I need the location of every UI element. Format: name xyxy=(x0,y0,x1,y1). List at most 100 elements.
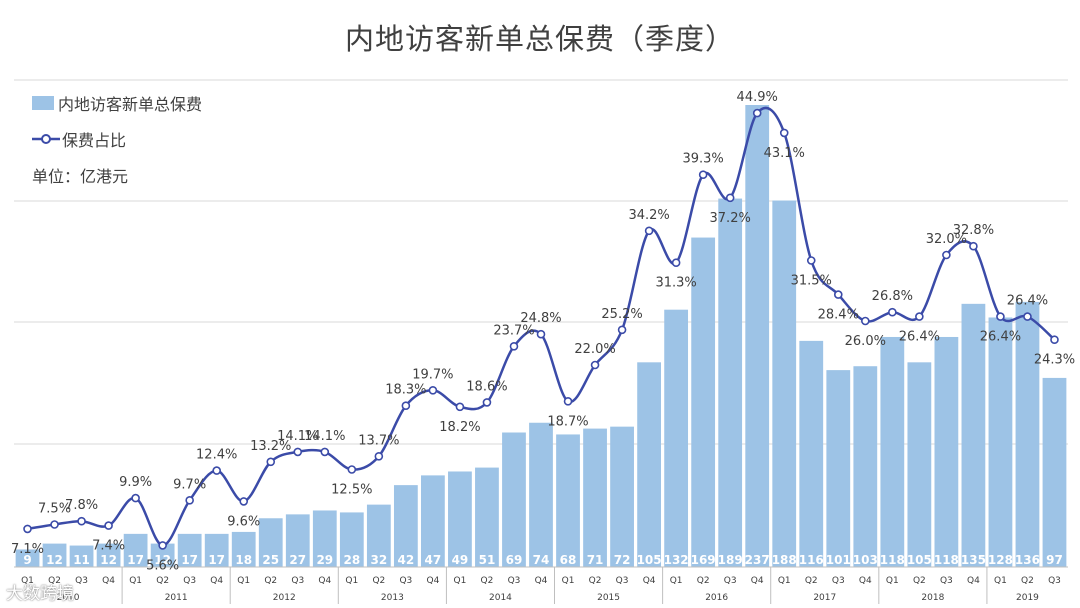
line-point xyxy=(888,307,897,317)
bar xyxy=(934,336,959,567)
bar-value-label: 237 xyxy=(745,553,770,567)
line-point xyxy=(374,451,384,461)
bar-value-label: 17 xyxy=(127,553,144,567)
line-point xyxy=(428,385,438,395)
line-point xyxy=(293,447,303,457)
bar xyxy=(339,512,364,567)
x-tick-quarter: Q1 xyxy=(670,576,683,586)
bar xyxy=(1042,377,1067,567)
line-point xyxy=(536,329,546,339)
bar xyxy=(366,504,391,567)
legend-item-bar: 内地访客新单总保费 xyxy=(32,90,202,116)
bar-value-label: 28 xyxy=(343,553,360,567)
line-point xyxy=(401,401,411,411)
line-value-label: 18.6% xyxy=(466,379,507,394)
bar-value-label: 105 xyxy=(637,553,662,567)
watermark-text: 大数跨境 xyxy=(6,584,74,604)
bar xyxy=(421,475,445,567)
bar xyxy=(664,309,689,567)
x-tick-quarter: Q3 xyxy=(399,576,412,586)
line-point xyxy=(806,256,816,265)
line-point xyxy=(482,398,492,407)
line-point xyxy=(617,325,627,335)
line-point xyxy=(131,493,140,503)
bar-value-label: 189 xyxy=(718,553,743,567)
bar xyxy=(907,362,932,567)
line-value-label: 18.2% xyxy=(439,420,480,435)
line-point xyxy=(563,396,573,406)
bar xyxy=(123,533,148,567)
bar-value-label: 103 xyxy=(853,553,878,567)
bar xyxy=(637,362,661,567)
line-point xyxy=(212,466,221,475)
line-value-label: 25.2% xyxy=(601,307,642,322)
x-tick-quarter: Q2 xyxy=(589,576,602,586)
x-tick-quarter: Q2 xyxy=(481,576,494,586)
bar xyxy=(691,237,716,568)
line-point xyxy=(915,312,924,321)
line-point xyxy=(104,521,113,530)
x-tick-quarter: Q1 xyxy=(562,576,575,586)
x-tick-year: 2018 xyxy=(921,593,944,603)
x-tick-quarter: Q1 xyxy=(237,576,250,586)
line-point xyxy=(509,341,519,351)
line-point xyxy=(942,250,951,260)
legend-line-label: 保费占比 xyxy=(62,131,127,150)
x-tick-quarter: Q2 xyxy=(805,576,818,586)
x-tick-quarter: Q2 xyxy=(48,576,61,586)
bar-value-label: 136 xyxy=(1015,553,1040,567)
line-point xyxy=(239,497,249,506)
line-point xyxy=(590,360,600,370)
legend-bar-label: 内地访客新单总保费 xyxy=(58,95,203,114)
x-tick-year: 2010 xyxy=(57,593,80,603)
bar xyxy=(610,426,634,567)
x-tick-quarter: Q1 xyxy=(21,576,34,586)
x-tick-year: 2019 xyxy=(1016,593,1039,603)
bar xyxy=(988,317,1013,567)
x-tick-quarter: Q1 xyxy=(345,576,358,586)
line-point xyxy=(725,193,735,203)
line-value-label: 31.3% xyxy=(655,276,696,291)
bar xyxy=(15,549,40,567)
line-value-label: 9.6% xyxy=(227,514,260,529)
bar xyxy=(853,366,878,567)
line-point xyxy=(698,170,708,179)
bar-value-label: 12 xyxy=(154,553,171,567)
x-tick-quarter: Q4 xyxy=(426,576,439,586)
bar xyxy=(258,518,283,567)
bar xyxy=(718,198,743,567)
line-value-label: 24.3% xyxy=(1034,353,1075,368)
line-value-label: 26.4% xyxy=(1007,294,1048,309)
bar xyxy=(448,471,472,567)
line-value-label: 18.3% xyxy=(385,383,426,398)
bar-value-label: 69 xyxy=(506,553,523,567)
x-tick-year: 2013 xyxy=(381,593,404,603)
legend: 内地访客新单总保费 保费占比 单位：亿港元 xyxy=(32,90,202,198)
line-value-label: 5.6% xyxy=(146,558,179,573)
x-tick-quarter: Q4 xyxy=(859,576,872,586)
line-point xyxy=(996,312,1005,321)
bar-value-label: 32 xyxy=(370,553,387,567)
line-value-label: 39.3% xyxy=(682,152,723,167)
bar-value-label: 29 xyxy=(316,553,333,567)
x-tick-quarter: Q3 xyxy=(508,576,521,586)
x-tick-quarter: Q4 xyxy=(643,576,656,586)
x-tick-quarter: Q2 xyxy=(264,576,277,586)
line-value-label: 32.8% xyxy=(953,223,994,238)
x-tick-quarter: Q3 xyxy=(616,576,629,586)
bar xyxy=(772,200,797,567)
x-tick-quarter: Q1 xyxy=(454,576,467,586)
line-value-label: 26.4% xyxy=(899,330,940,345)
line-value-label: 23.7% xyxy=(493,323,534,338)
x-tick-year: 2014 xyxy=(489,593,512,603)
line-value-label: 18.7% xyxy=(547,414,588,429)
line-value-label: 12.5% xyxy=(331,483,372,498)
line-point xyxy=(347,465,357,474)
bar xyxy=(231,531,256,567)
bar xyxy=(285,514,310,567)
bar xyxy=(799,340,824,567)
bar-value-label: 132 xyxy=(664,553,689,567)
bar-value-label: 116 xyxy=(799,553,824,567)
